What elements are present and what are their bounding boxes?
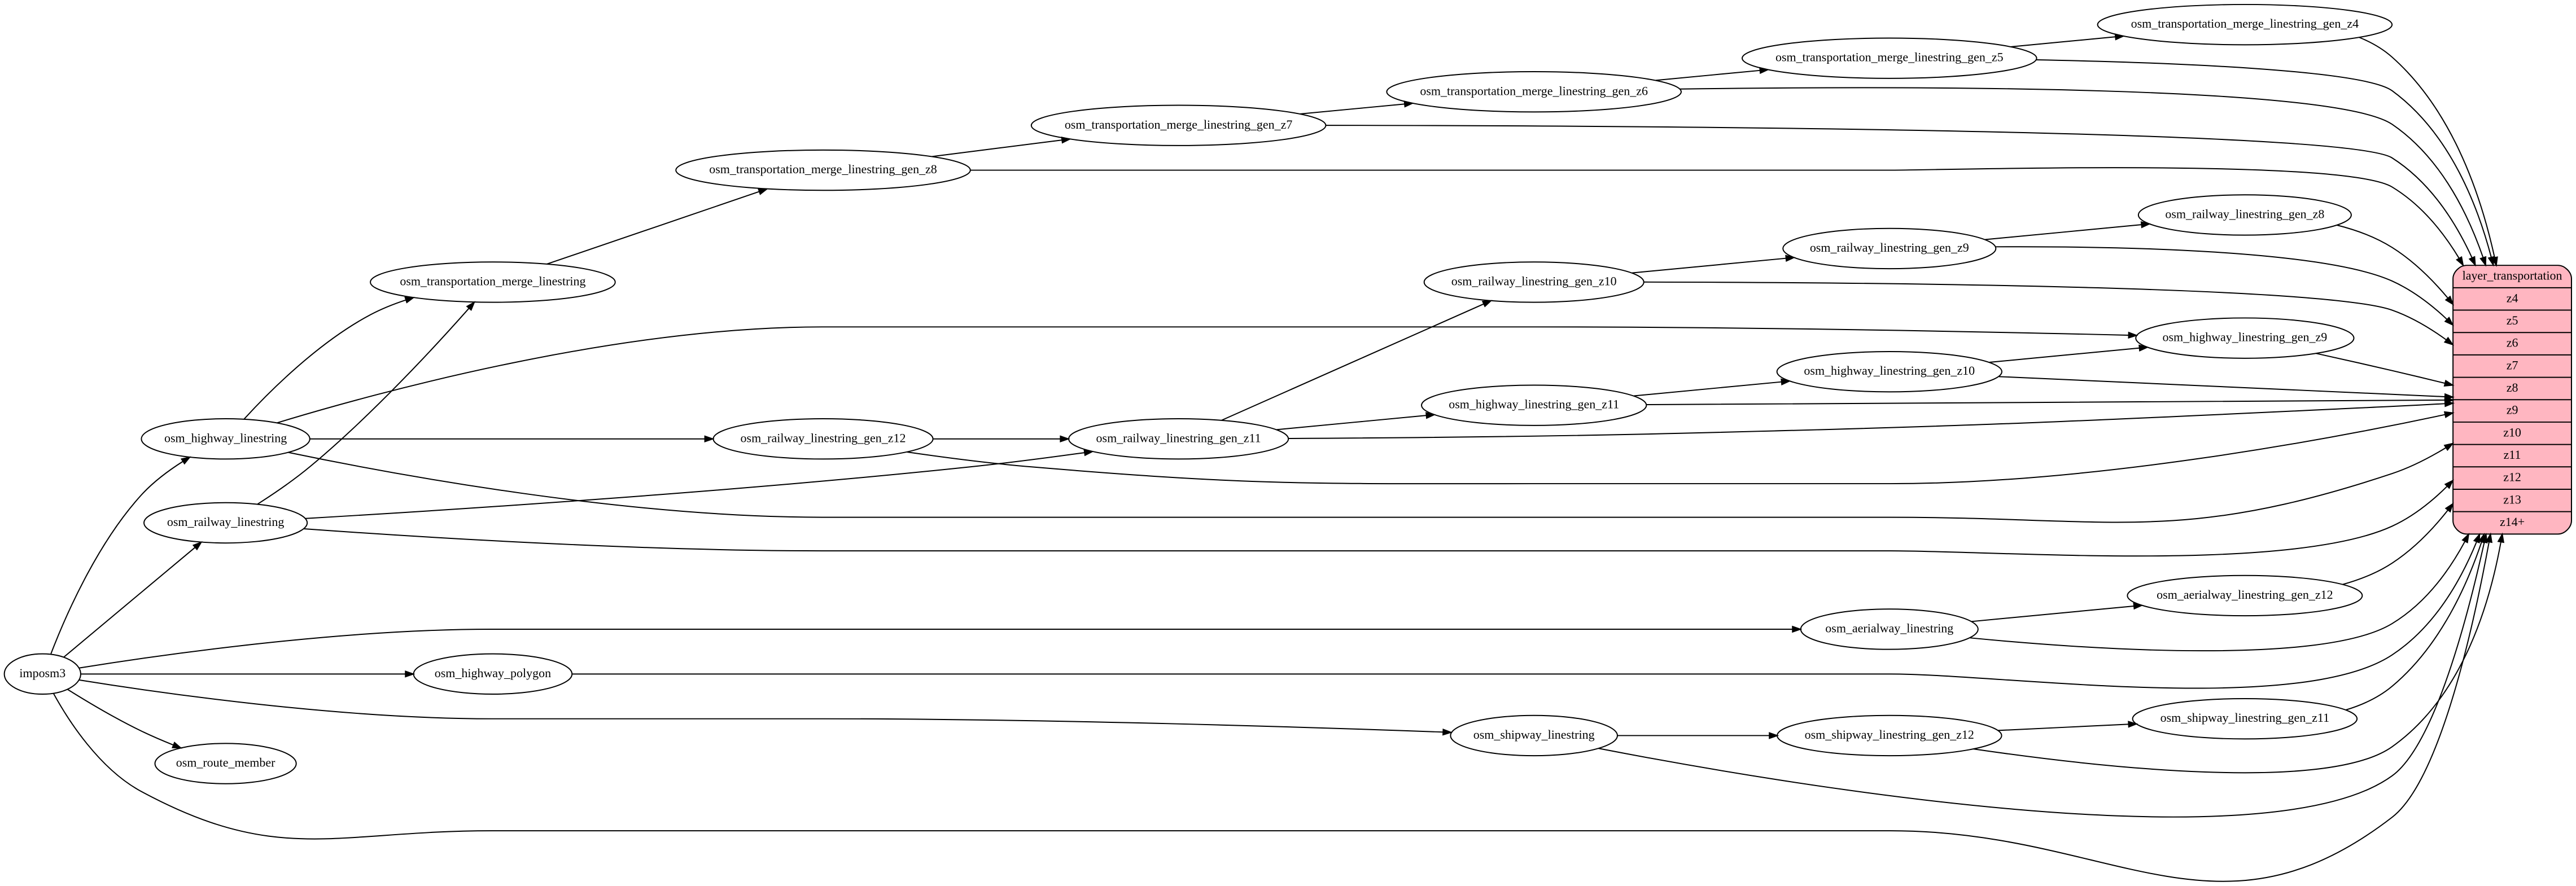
svg-text:osm_highway_linestring_gen_z11: osm_highway_linestring_gen_z11 xyxy=(1449,397,1619,411)
svg-text:osm_highway_linestring_gen_z10: osm_highway_linestring_gen_z10 xyxy=(1804,363,1975,378)
svg-text:osm_shipway_linestring_gen_z12: osm_shipway_linestring_gen_z12 xyxy=(1805,727,1974,742)
svg-text:osm_transportation_merge_lines: osm_transportation_merge_linestring_gen_… xyxy=(1775,50,2004,64)
svg-text:z4: z4 xyxy=(2507,291,2518,305)
svg-text:osm_shipway_linestring_gen_z11: osm_shipway_linestring_gen_z11 xyxy=(2160,710,2329,725)
svg-text:z9: z9 xyxy=(2507,403,2518,417)
svg-text:osm_transportation_merge_lines: osm_transportation_merge_linestring_gen_… xyxy=(2131,16,2359,30)
svg-text:osm_railway_linestring: osm_railway_linestring xyxy=(167,515,285,529)
svg-text:osm_highway_polygon: osm_highway_polygon xyxy=(435,666,551,680)
svg-text:z8: z8 xyxy=(2507,380,2518,394)
svg-text:z10: z10 xyxy=(2503,425,2521,439)
svg-text:osm_route_member: osm_route_member xyxy=(176,756,275,770)
svg-text:osm_transportation_merge_lines: osm_transportation_merge_linestring_gen_… xyxy=(709,162,937,176)
svg-text:imposm3: imposm3 xyxy=(19,666,65,680)
svg-text:osm_railway_linestring_gen_z11: osm_railway_linestring_gen_z11 xyxy=(1096,431,1261,445)
svg-text:osm_highway_linestring_gen_z9: osm_highway_linestring_gen_z9 xyxy=(2163,330,2328,344)
svg-text:osm_railway_linestring_gen_z9: osm_railway_linestring_gen_z9 xyxy=(1810,240,1969,255)
svg-text:z14+: z14+ xyxy=(2500,515,2525,529)
svg-text:osm_railway_linestring_gen_z12: osm_railway_linestring_gen_z12 xyxy=(741,431,906,445)
svg-text:osm_shipway_linestring: osm_shipway_linestring xyxy=(1473,727,1595,742)
svg-text:layer_transportation: layer_transportation xyxy=(2463,269,2562,283)
svg-text:z5: z5 xyxy=(2507,313,2518,327)
svg-text:osm_railway_linestring_gen_z8: osm_railway_linestring_gen_z8 xyxy=(2165,207,2324,221)
svg-text:osm_railway_linestring_gen_z10: osm_railway_linestring_gen_z10 xyxy=(1451,274,1617,288)
svg-text:z12: z12 xyxy=(2503,470,2521,484)
svg-text:z6: z6 xyxy=(2507,336,2518,350)
svg-text:osm_transportation_merge_lines: osm_transportation_merge_linestring_gen_… xyxy=(1065,117,1293,131)
svg-text:osm_aerialway_linestring_gen_z: osm_aerialway_linestring_gen_z12 xyxy=(2157,587,2333,602)
svg-text:osm_transportation_merge_lines: osm_transportation_merge_linestring_gen_… xyxy=(1420,84,1648,98)
svg-text:z13: z13 xyxy=(2503,492,2521,506)
svg-text:osm_highway_linestring: osm_highway_linestring xyxy=(164,431,287,445)
svg-text:osm_aerialway_linestring: osm_aerialway_linestring xyxy=(1825,621,1953,635)
svg-text:z7: z7 xyxy=(2507,358,2518,372)
svg-text:z11: z11 xyxy=(2504,448,2521,462)
svg-text:osm_transportation_merge_lines: osm_transportation_merge_linestring xyxy=(400,274,585,288)
